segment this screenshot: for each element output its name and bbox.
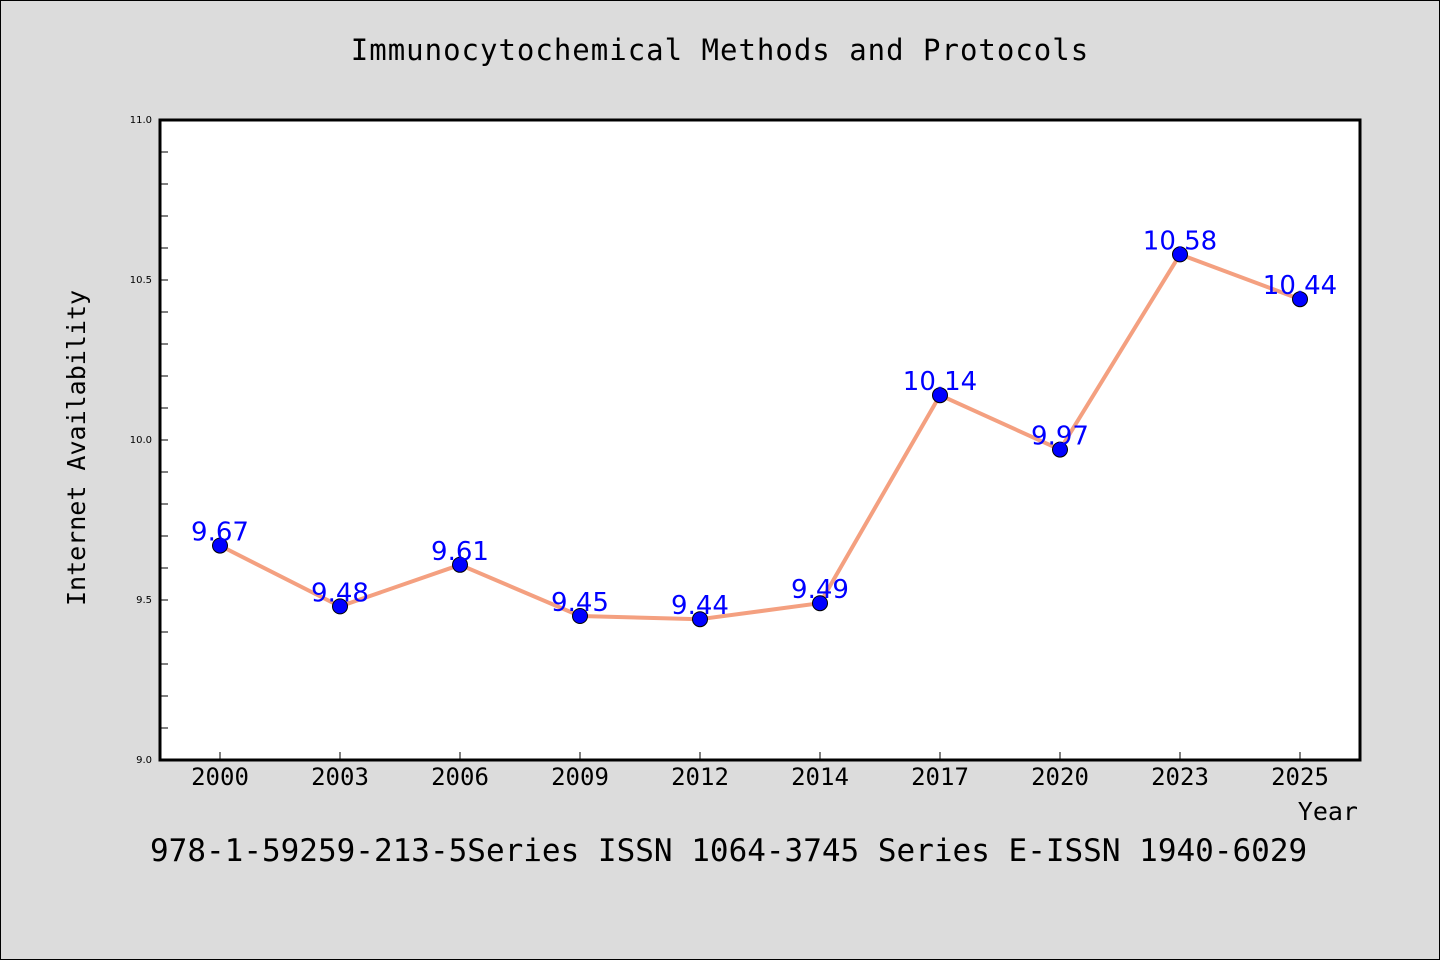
y-tick-label: 11.0 xyxy=(130,115,152,126)
x-axis-ticks: 2000 2003 2006 2009 2012 2014 2017 2020 2023 2025 xyxy=(191,752,1329,791)
data-point xyxy=(812,595,828,612)
data-label: 9.97 xyxy=(1031,422,1089,452)
y-tick-label: 9.0 xyxy=(136,755,152,766)
series-layer: 9.67 9.48 9.61 9.45 9.44 9.49 10.14 9.97 10.58 10… xyxy=(191,226,1337,628)
data-label: 10.58 xyxy=(1143,226,1217,256)
data-label: 9.49 xyxy=(791,575,849,605)
data-point xyxy=(1052,441,1068,458)
plot-area xyxy=(158,118,1362,762)
data-label: 9.61 xyxy=(431,537,489,567)
x-tick-label: 2003 xyxy=(311,763,369,791)
y-axis-label: Internet Availability xyxy=(62,290,91,606)
x-tick-label: 2014 xyxy=(791,763,849,791)
x-tick-label: 2006 xyxy=(431,763,489,791)
data-label: 9.44 xyxy=(671,591,729,621)
data-point xyxy=(452,556,468,573)
data-point xyxy=(1292,291,1308,308)
x-axis-label: Year xyxy=(1298,797,1358,826)
chart-title: Immunocytochemical Methods and Protocols xyxy=(350,33,1090,67)
data-point xyxy=(572,608,588,624)
y-tick-label: 10.0 xyxy=(130,435,152,446)
data-point xyxy=(212,537,228,554)
data-label: 10.44 xyxy=(1263,271,1337,301)
series-line xyxy=(218,252,1302,622)
data-label: 10.14 xyxy=(903,367,977,397)
x-tick-label: 2020 xyxy=(1031,763,1089,791)
y-tick-label: 10.5 xyxy=(130,275,152,286)
x-tick-label: 2012 xyxy=(671,763,729,791)
x-tick-label: 2000 xyxy=(191,763,249,791)
data-point xyxy=(1172,246,1188,263)
isbn-issn-footer: 978-1-59259-213-5Series ISSN 1064-3745 S… xyxy=(150,833,1308,869)
x-tick-label: 2017 xyxy=(911,763,969,791)
x-tick-label: 2009 xyxy=(551,763,609,791)
x-tick-label: 2025 xyxy=(1271,763,1329,791)
y-tick-label: 9.5 xyxy=(136,595,152,606)
data-label: 9.45 xyxy=(551,588,609,618)
data-point xyxy=(692,611,708,628)
data-label: 9.67 xyxy=(191,518,249,548)
data-label: 9.48 xyxy=(311,578,369,608)
data-point xyxy=(332,598,348,615)
y-axis-ticks: 9.0 9.5 10.0 10.5 11.0 xyxy=(130,115,168,766)
x-tick-label: 2023 xyxy=(1151,763,1209,791)
data-point xyxy=(932,387,948,404)
